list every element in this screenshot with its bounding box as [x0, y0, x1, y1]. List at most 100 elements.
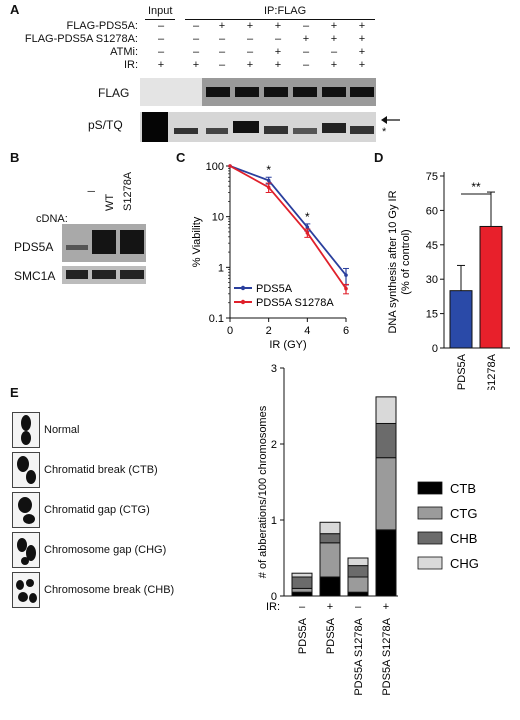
stacked-bar-segment	[375, 396, 397, 424]
flag-blot-label: FLAG	[98, 86, 130, 100]
y-tick-label: 1	[271, 515, 277, 527]
x-tick-label: 0	[227, 325, 233, 337]
lane-empty-label: I	[86, 189, 98, 193]
y-axis-title: % Viability	[191, 216, 203, 267]
arrow-icon	[381, 116, 400, 124]
pstq-blot-bands	[142, 112, 374, 142]
sign-cell: –	[274, 33, 282, 45]
viability-line-chart: 0.1 1 10 100 0 2 4 6 IR (GY) % Viability PDS5A PDS5…	[191, 161, 349, 351]
legend-swatch	[417, 556, 443, 570]
ir-sign: +	[383, 601, 389, 613]
smc1a-blot-bands	[66, 270, 144, 279]
sign-cell: +	[246, 59, 254, 71]
stacked-bar-segment	[291, 576, 313, 589]
sign-cell: +	[246, 20, 254, 32]
chg-chromosome-image	[12, 532, 40, 568]
sign-cell: –	[218, 46, 226, 58]
flag-blot-bands	[206, 87, 374, 97]
cdna-label: cDNA:	[36, 213, 68, 225]
y-axis-title-line: DNA synthesis after 10 Gy IR	[387, 190, 399, 333]
y-tick-label: 0.1	[209, 313, 224, 325]
x-tick-label: 4	[304, 325, 310, 337]
sign-cell: –	[302, 46, 310, 58]
legend-label: CHG	[450, 556, 479, 571]
data-point	[305, 225, 310, 229]
normal-label: Normal	[44, 424, 80, 436]
chb-chromosome-image	[12, 572, 40, 608]
legend-marker	[240, 285, 246, 291]
category-label: PDS5A S1278A	[353, 617, 365, 695]
sign-cell: –	[330, 46, 338, 58]
sign-cell: –	[157, 46, 165, 58]
pstq-blot-label: pS/TQ	[88, 118, 123, 132]
stacked-bar-segment	[347, 565, 369, 578]
y-axis-title-line: (% of control)	[400, 229, 412, 294]
ip-underline	[185, 19, 375, 20]
panel-a-letter: A	[10, 2, 20, 17]
panel-b-blots	[62, 224, 146, 284]
panel-a-blots	[140, 78, 376, 142]
y-tick-label: 1	[218, 262, 224, 274]
bar	[479, 225, 503, 349]
legend-label: CTB	[450, 481, 476, 496]
stacked-bar-segment	[291, 572, 313, 578]
sign-cell: –	[218, 59, 226, 71]
panel-c-letter: C	[176, 150, 186, 165]
sign-cell: +	[302, 33, 310, 45]
significance-star: *	[266, 163, 271, 177]
data-point	[344, 286, 348, 291]
sign-cell: –	[302, 59, 310, 71]
chg-label: Chromosome gap (CHG)	[44, 544, 167, 556]
bar	[449, 290, 473, 349]
sign-cell: +	[330, 59, 338, 71]
data-point	[228, 164, 232, 168]
legend-label: CTG	[450, 506, 477, 521]
stacked-bar-segment	[319, 521, 341, 535]
sign-cell: +	[358, 33, 366, 45]
stacked-bar-segment	[347, 557, 369, 567]
sign-cell: –	[192, 20, 200, 32]
sign-cell: –	[192, 46, 200, 58]
ctg-chromosome-image	[12, 492, 40, 528]
stacked-bar-segment	[291, 591, 313, 597]
ir-sign: +	[327, 601, 333, 613]
category-label: PDS5A	[297, 617, 309, 654]
sign-cell: –	[302, 20, 310, 32]
row-label: IR:	[123, 59, 138, 71]
y-tick-label: 0	[271, 591, 277, 603]
ir-sign: –	[355, 601, 362, 613]
sign-cell: +	[192, 59, 200, 71]
input-underline	[145, 19, 175, 20]
data-point	[266, 185, 271, 190]
aberrations-stacked-bar-chart: 0 1 2 3 # of abberations/100 chromosomes – PDS…	[257, 363, 479, 696]
y-tick-label: 2	[271, 439, 277, 451]
stacked-bar-segment	[375, 457, 397, 531]
pds5a-blot-label: PDS5A	[14, 240, 54, 254]
sign-cell: –	[157, 33, 165, 45]
significance-label: **	[471, 180, 481, 194]
lane-wt-label: WT	[104, 193, 116, 211]
row-label: ATMi:	[110, 46, 138, 58]
category-label: PDS5A S1278A	[381, 617, 393, 695]
nonspecific-band-star: *	[382, 126, 387, 138]
sign-cell: +	[330, 20, 338, 32]
legend-label: CHB	[450, 531, 477, 546]
data-point	[344, 273, 348, 277]
stacked-bar-segment	[347, 576, 369, 593]
sign-cell: +	[330, 33, 338, 45]
panel-b-letter: B	[10, 150, 20, 165]
legend-marker	[240, 299, 246, 305]
sign-cell: +	[157, 59, 165, 71]
y-tick-label: 60	[426, 205, 438, 217]
sign-cell: +	[358, 59, 366, 71]
sign-cell: +	[274, 46, 282, 58]
sign-cell: –	[246, 46, 254, 58]
sign-cell: +	[358, 46, 366, 58]
x-tick-label: 6	[343, 325, 349, 337]
y-tick-label: 0	[432, 343, 438, 355]
legend-swatch	[417, 506, 443, 520]
stacked-bar-segment	[319, 533, 341, 544]
series-line	[229, 165, 347, 290]
ir-label: IR:	[266, 601, 280, 613]
legend-swatch	[417, 481, 443, 495]
